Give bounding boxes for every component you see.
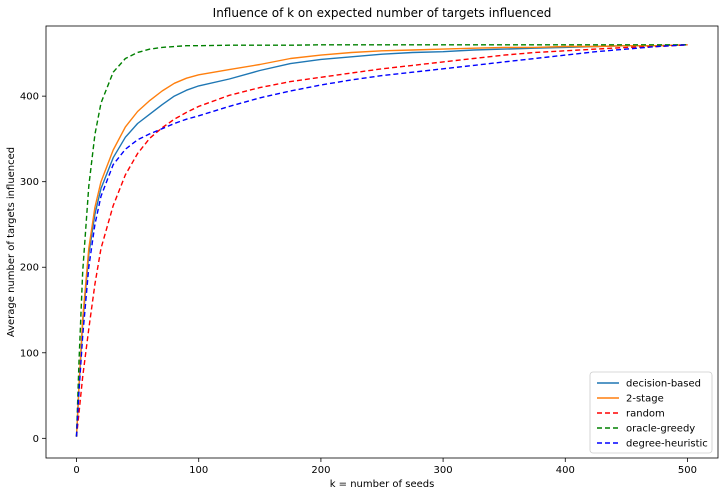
series-line-oracle-greedy (75, 44, 688, 437)
y-axis-label: Average number of targets influenced (6, 147, 17, 337)
x-tick-label: 500 (678, 465, 697, 476)
chart-title: Influence of k on expected number of tar… (213, 6, 552, 20)
x-tick-label: 0 (73, 465, 79, 476)
plot-frame (45, 25, 719, 459)
legend-label-oracle-greedy: oracle-greedy (626, 424, 695, 435)
legend-label-random: random (626, 409, 665, 420)
legend: decision-based 2-stage random oracle-greedy… (589, 371, 713, 454)
series-line-2-stage (75, 44, 688, 437)
series-line-degree-heuristic (75, 44, 688, 437)
y-tick-label: 400 (20, 92, 39, 103)
x-tick-label: 300 (434, 465, 453, 476)
series-line-decision-based (75, 44, 688, 437)
x-tick-label: 100 (189, 465, 208, 476)
series-lines (75, 44, 688, 437)
y-tick-label: 300 (20, 177, 39, 188)
legend-label-2-stage: 2-stage (626, 394, 664, 405)
y-tick-label: 100 (20, 348, 39, 359)
x-axis-label: k = number of seeds (330, 479, 435, 490)
legend-label-decision-based: decision-based (626, 379, 701, 390)
axis-ticks: 0 100 200 300 400 500 0 100 200 300 400 (20, 92, 697, 476)
legend-label-degree-heuristic: degree-heuristic (626, 439, 708, 450)
x-tick-label: 200 (311, 465, 330, 476)
series-line-random (75, 44, 688, 437)
y-tick-label: 0 (33, 434, 39, 445)
x-tick-label: 400 (556, 465, 575, 476)
y-tick-label: 200 (20, 263, 39, 274)
legend-box (589, 371, 713, 454)
